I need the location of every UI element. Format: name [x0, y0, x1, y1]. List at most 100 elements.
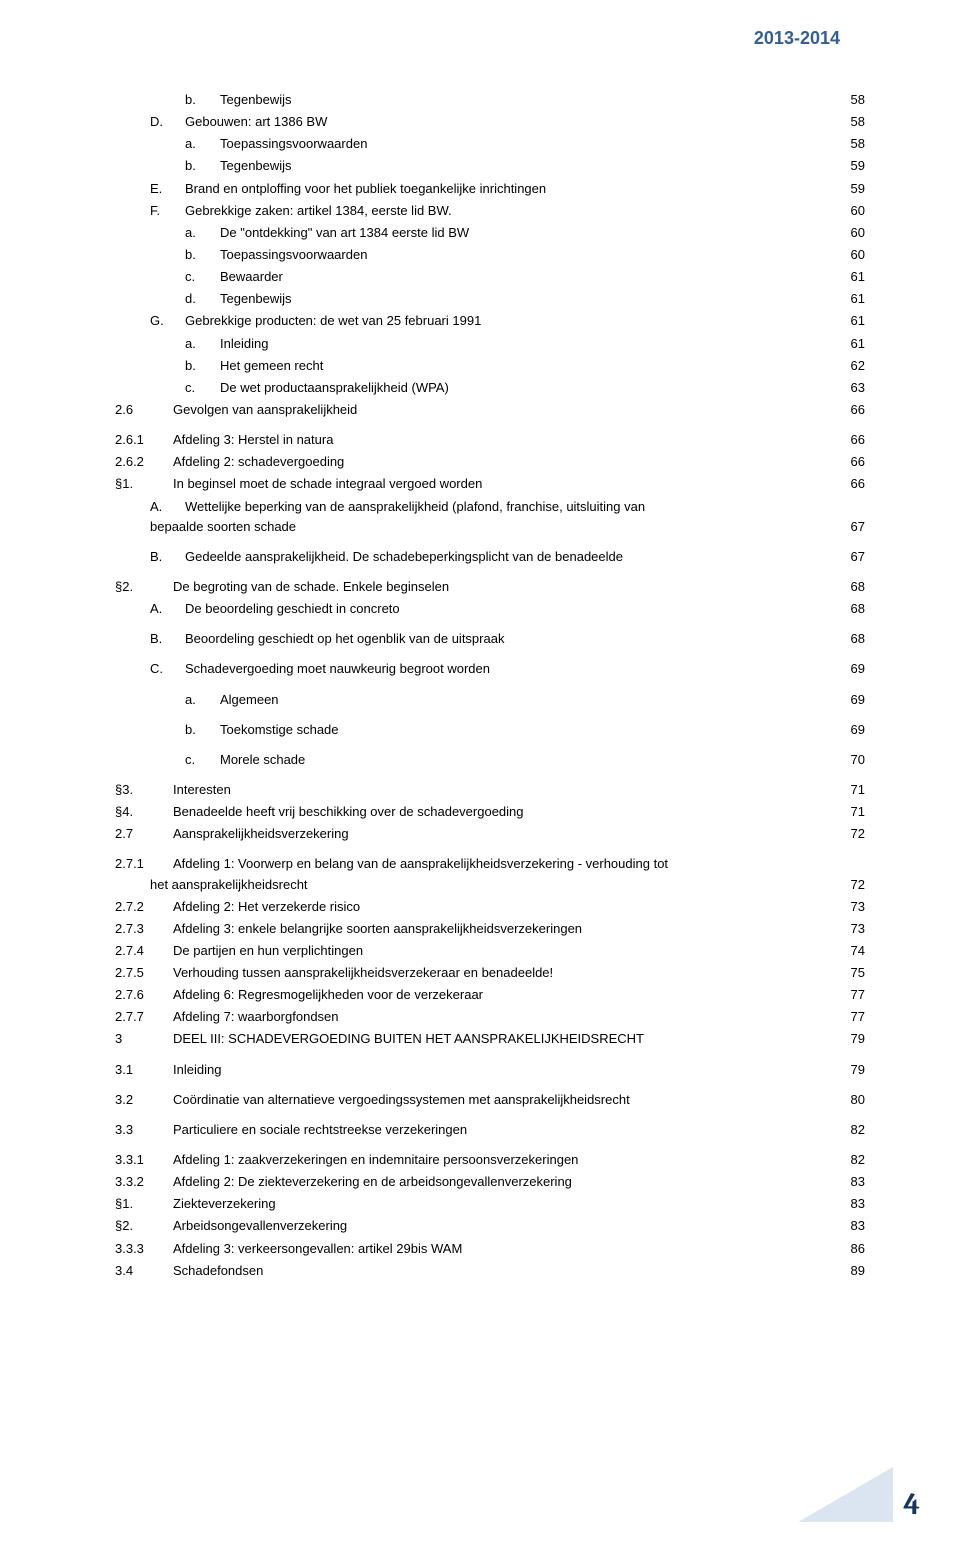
toc-page: 83 [851, 1194, 865, 1214]
toc-number: a. [185, 223, 220, 243]
page-footer: 4 [798, 1467, 920, 1522]
toc-page: 70 [851, 750, 865, 770]
toc-page: 73 [851, 919, 865, 939]
toc-entry: a.Algemeen 69 [115, 690, 865, 710]
toc-number: D. [150, 112, 185, 132]
toc-page: 61 [851, 267, 865, 287]
toc-entry: 2.6.2Afdeling 2: schadevergoeding 66 [115, 452, 865, 472]
toc-entry: 2.7.7Afdeling 7: waarborgfondsen 77 [115, 1007, 865, 1027]
toc-entry: b.Toekomstige schade 69 [115, 720, 865, 740]
toc-page: 58 [851, 90, 865, 110]
toc-page: 61 [851, 289, 865, 309]
toc-entry: 2.6.1Afdeling 3: Herstel in natura 66 [115, 430, 865, 450]
toc-label: Afdeling 6: Regresmogelijkheden voor de … [173, 985, 483, 1005]
toc-entry: b.Tegenbewijs 59 [115, 156, 865, 176]
toc-number: b. [185, 156, 220, 176]
toc-label: Aansprakelijkheidsverzekering [173, 824, 349, 844]
toc-number: §2. [115, 1216, 173, 1236]
toc-number: 2.6.1 [115, 430, 173, 450]
toc-label: Inleiding [173, 1060, 221, 1080]
page-number: 4 [903, 1487, 920, 1522]
toc-number: 3.1 [115, 1060, 173, 1080]
toc-entry: 3.3.1Afdeling 1: zaakverzekeringen en in… [115, 1150, 865, 1170]
toc-label: Beoordeling geschiedt op het ogenblik va… [185, 629, 504, 649]
toc-entry: 3.3.2Afdeling 2: De ziekteverzekering en… [115, 1172, 865, 1192]
toc-entry: b.Toepassingsvoorwaarden 60 [115, 245, 865, 265]
toc-entry: 3.4Schadefondsen 89 [115, 1261, 865, 1281]
toc-number: b. [185, 245, 220, 265]
toc-page: 79 [851, 1029, 865, 1049]
toc-entry: F.Gebrekkige zaken: artikel 1384, eerste… [115, 201, 865, 221]
toc-number: b. [185, 90, 220, 110]
toc-number: 2.7 [115, 824, 173, 844]
toc-number: E. [150, 179, 185, 199]
toc-label: bepaalde soorten schade [150, 517, 296, 537]
toc-label: Brand en ontploffing voor het publiek to… [185, 179, 546, 199]
toc-entry: B.Gedeelde aansprakelijkheid. De schadeb… [115, 547, 865, 567]
toc-entry: 2.7.3Afdeling 3: enkele belangrijke soor… [115, 919, 865, 939]
toc-number: 2.6.2 [115, 452, 173, 472]
toc-label: Tegenbewijs [220, 156, 292, 176]
toc-label: Morele schade [220, 750, 305, 770]
toc-label: Arbeidsongevallenverzekering [173, 1216, 347, 1236]
toc-number: 3 [115, 1029, 173, 1049]
toc-label: Afdeling 3: verkeersongevallen: artikel … [173, 1239, 462, 1259]
toc-entry: 2.7.2Afdeling 2: Het verzekerde risico 7… [115, 897, 865, 917]
toc-label: Gedeelde aansprakelijkheid. De schadebep… [185, 547, 623, 567]
toc-number: 3.4 [115, 1261, 173, 1281]
toc-entry: D.Gebouwen: art 1386 BW 58 [115, 112, 865, 132]
toc-number: C. [150, 659, 185, 679]
toc-number: B. [150, 629, 185, 649]
toc-entry: A.Wettelijke beperking van de aansprakel… [115, 497, 865, 537]
toc-page: 72 [851, 875, 865, 895]
toc-page: 58 [851, 112, 865, 132]
toc-label: Gebrekkige zaken: artikel 1384, eerste l… [185, 201, 452, 221]
toc-page: 79 [851, 1060, 865, 1080]
toc-entry: C.Schadevergoeding moet nauwkeurig begro… [115, 659, 865, 679]
toc-page: 89 [851, 1261, 865, 1281]
toc-number: 3.2 [115, 1090, 173, 1110]
table-of-contents: b.Tegenbewijs 58D.Gebouwen: art 1386 BW … [115, 90, 865, 1281]
toc-page: 60 [851, 245, 865, 265]
toc-label: Afdeling 7: waarborgfondsen [173, 1007, 339, 1027]
toc-number: 3.3.2 [115, 1172, 173, 1192]
toc-page: 72 [851, 824, 865, 844]
toc-number: c. [185, 378, 220, 398]
toc-number: b. [185, 356, 220, 376]
toc-page: 63 [851, 378, 865, 398]
toc-label: Gebouwen: art 1386 BW [185, 112, 327, 132]
toc-label: het aansprakelijkheidsrecht [150, 875, 308, 895]
toc-label: Toepassingsvoorwaarden [220, 134, 367, 154]
toc-label: Afdeling 1: Voorwerp en belang van de aa… [173, 856, 668, 871]
toc-page: 69 [851, 690, 865, 710]
toc-page: 67 [851, 517, 865, 537]
toc-label: De wet productaansprakelijkheid (WPA) [220, 378, 449, 398]
toc-page: 74 [851, 941, 865, 961]
toc-entry: c.De wet productaansprakelijkheid (WPA) … [115, 378, 865, 398]
toc-label: In beginsel moet de schade integraal ver… [173, 474, 482, 494]
toc-page: 83 [851, 1216, 865, 1236]
toc-entry: 3.3Particuliere en sociale rechtstreekse… [115, 1120, 865, 1140]
toc-label: Coördinatie van alternatieve vergoedings… [173, 1090, 630, 1110]
toc-label: Gevolgen van aansprakelijkheid [173, 400, 357, 420]
toc-number: c. [185, 267, 220, 287]
toc-page: 77 [851, 985, 865, 1005]
toc-label: De beoordeling geschiedt in concreto [185, 599, 400, 619]
toc-page: 61 [851, 334, 865, 354]
toc-entry: b.Het gemeen recht 62 [115, 356, 865, 376]
toc-page: 73 [851, 897, 865, 917]
toc-number: 3.3 [115, 1120, 173, 1140]
toc-label: Schadefondsen [173, 1261, 263, 1281]
toc-number: A. [150, 497, 185, 517]
toc-number: 3.3.3 [115, 1239, 173, 1259]
toc-page: 66 [851, 430, 865, 450]
toc-label: Algemeen [220, 690, 279, 710]
toc-label: Toepassingsvoorwaarden [220, 245, 367, 265]
toc-label: Toekomstige schade [220, 720, 339, 740]
toc-number: §1. [115, 1194, 173, 1214]
toc-entry: a.Toepassingsvoorwaarden 58 [115, 134, 865, 154]
document-page: 2013-2014 b.Tegenbewijs 58D.Gebouwen: ar… [0, 0, 960, 1550]
toc-entry: a.Inleiding 61 [115, 334, 865, 354]
toc-number: 2.7.5 [115, 963, 173, 983]
toc-page: 61 [851, 311, 865, 331]
